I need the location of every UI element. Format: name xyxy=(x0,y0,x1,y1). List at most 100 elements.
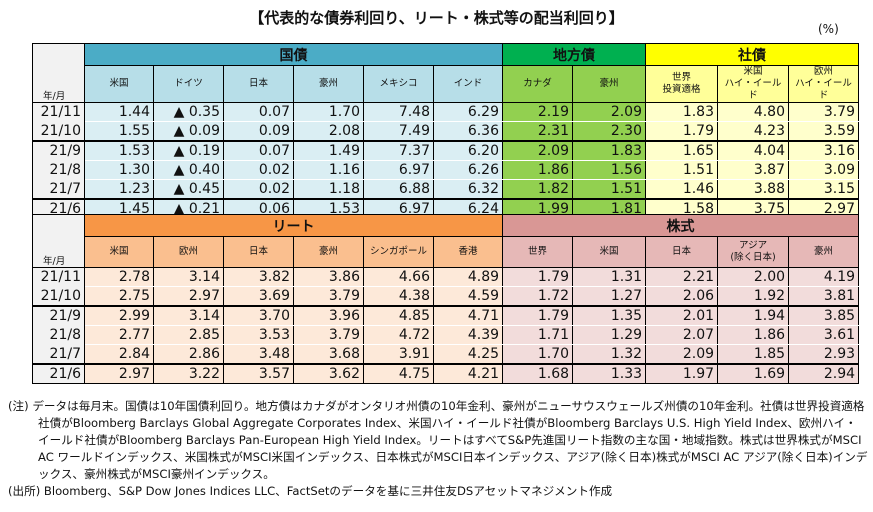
yield-cell: 3.96 xyxy=(293,305,364,326)
row-label-header-blank xyxy=(32,214,85,237)
yield-cell: 0.07 xyxy=(223,102,294,122)
yield-cell: 3.79 xyxy=(293,286,364,307)
column-header: 世界 投資適格 xyxy=(645,65,718,103)
yield-cell: 2.85 xyxy=(153,325,224,345)
yield-cell: 3.91 xyxy=(363,344,434,365)
yield-cell: 1.86 xyxy=(502,160,573,180)
table-row: 21/8 1.30 ▲ 0.40 0.02 1.16 6.97 6.26 1.86 1.56 1.… xyxy=(32,160,859,180)
yield-cell: 2.97 xyxy=(84,363,154,384)
yield-cell: 3.22 xyxy=(153,363,224,384)
yield-cell: 4.25 xyxy=(432,344,504,365)
yield-cell: 3.82 xyxy=(223,267,294,287)
yield-cell: 6.97 xyxy=(363,198,434,219)
yield-cell: 2.21 xyxy=(645,267,719,287)
yield-cell: 1.27 xyxy=(572,286,647,307)
yield-cell: ▲ 0.19 xyxy=(153,140,224,161)
yield-cell: 4.19 xyxy=(788,267,860,287)
yield-cell: 1.94 xyxy=(717,305,790,326)
yield-cell: ▲ 0.45 xyxy=(153,179,224,200)
yield-cell: 4.80 xyxy=(717,102,789,122)
yield-cell: 1.86 xyxy=(717,325,790,345)
column-header: 豪州 xyxy=(293,65,364,103)
yield-cell: 1.30 xyxy=(84,160,154,180)
yield-cell: 2.07 xyxy=(645,325,719,345)
yield-cell: 3.68 xyxy=(293,344,364,365)
yield-cell: 2.77 xyxy=(84,325,154,345)
yield-cell: 3.59 xyxy=(788,121,859,142)
yield-cell: 3.09 xyxy=(788,160,859,180)
yield-cell: 1.68 xyxy=(502,363,574,384)
yield-cell: 6.20 xyxy=(433,140,503,161)
yield-cell: ▲ 0.09 xyxy=(153,121,224,142)
yield-cell: 1.45 xyxy=(84,198,154,219)
yield-cell: 3.69 xyxy=(223,286,294,307)
table-row: 21/11 1.44 ▲ 0.35 0.07 1.70 7.48 6.29 2.19 2.09 1… xyxy=(32,102,859,122)
group-header-govt: 国債 xyxy=(84,43,503,66)
yield-cell: 4.59 xyxy=(432,286,504,307)
table-row: 21/6 1.45 ▲ 0.21 0.06 1.53 6.97 6.24 1.99 1.81 1.… xyxy=(32,198,859,219)
yield-cell: 1.32 xyxy=(572,344,647,365)
yield-cell: 1.70 xyxy=(293,102,364,122)
yield-cell: 7.37 xyxy=(363,140,434,161)
yield-cell: 2.84 xyxy=(84,344,154,365)
yield-cell: 3.87 xyxy=(717,160,789,180)
yield-cell: 1.79 xyxy=(502,305,574,326)
column-header: 豪州 xyxy=(293,236,364,268)
yield-cell: 3.79 xyxy=(293,325,364,345)
yield-cell: 2.09 xyxy=(502,140,573,161)
footnotes: (注) データは毎月末。国債は10年国債利回り。地方債はカナダがオンタリオ州債の… xyxy=(8,398,868,500)
yield-cell: 6.97 xyxy=(363,160,434,180)
yield-cell: 2.94 xyxy=(788,363,860,384)
column-header: ドイツ xyxy=(153,65,224,103)
yield-cell: 4.23 xyxy=(717,121,789,142)
yield-cell: 3.14 xyxy=(153,267,224,287)
yield-cell: 0.07 xyxy=(223,140,294,161)
table-row: 21/11 2.78 3.14 3.82 3.86 4.66 4.89 1.79 1.31 2.2… xyxy=(32,267,860,287)
row-date: 21/6 xyxy=(32,363,85,384)
yield-cell: 1.72 xyxy=(502,286,574,307)
yield-cell: 1.31 xyxy=(572,267,647,287)
yield-cell: 3.53 xyxy=(223,325,294,345)
yield-cell: 2.30 xyxy=(572,121,646,142)
yield-cell: 0.02 xyxy=(223,160,294,180)
table-row: 21/10 2.75 2.97 3.69 3.79 4.38 4.59 1.72 1.27 2.0… xyxy=(32,286,860,307)
bond-yield-table: 国債 地方債 社債 年/月 米国 ドイツ 日本 豪州 メキシコ インド カナダ 豪州 世界 投資適格 米国… xyxy=(32,43,859,219)
table-row: 21/10 1.55 ▲ 0.09 0.09 2.08 7.49 6.36 2.31 2.30 1… xyxy=(32,121,859,142)
yield-cell: 6.24 xyxy=(433,198,503,219)
yield-cell: 2.31 xyxy=(502,121,573,142)
yield-cell: 1.85 xyxy=(717,344,790,365)
column-header: 米国 xyxy=(572,236,647,268)
yield-cell: 1.23 xyxy=(84,179,154,200)
yield-cell: 1.83 xyxy=(645,102,718,122)
yield-cell: 4.72 xyxy=(363,325,434,345)
yield-cell: 2.75 xyxy=(84,286,154,307)
row-date: 21/7 xyxy=(32,344,85,364)
yield-cell: 4.66 xyxy=(363,267,434,287)
yield-cell: 6.88 xyxy=(363,179,434,200)
yield-cell: 3.14 xyxy=(153,305,224,326)
yield-cell: 3.15 xyxy=(788,179,859,200)
yield-cell: 2.97 xyxy=(153,286,224,307)
yield-cell: 3.62 xyxy=(293,363,364,384)
yield-cell: 1.53 xyxy=(84,140,154,161)
yield-cell: 2.09 xyxy=(645,344,719,365)
yield-cell: 1.51 xyxy=(572,179,646,200)
yield-cell: 1.92 xyxy=(717,286,790,307)
row-date: 21/9 xyxy=(32,140,85,161)
column-header: 米国 ハイ・イールド xyxy=(717,65,789,103)
column-header: 欧州 ハイ・イールド xyxy=(788,65,859,103)
yield-cell: 1.16 xyxy=(293,160,364,180)
row-date: 21/10 xyxy=(32,121,85,141)
yield-cell: 4.85 xyxy=(363,305,434,326)
yield-cell: 2.78 xyxy=(84,267,154,287)
yield-cell: 2.09 xyxy=(572,102,646,122)
yield-cell: 2.93 xyxy=(788,344,860,365)
group-header-eq: 株式 xyxy=(502,214,860,237)
row-label-header: 年/月 xyxy=(32,236,85,268)
yield-cell: 7.48 xyxy=(363,102,434,122)
unit-label: (%) xyxy=(818,22,839,36)
row-date: 21/7 xyxy=(32,179,85,199)
yield-cell: 1.56 xyxy=(572,160,646,180)
yield-cell: ▲ 0.21 xyxy=(153,198,224,219)
yield-cell: 4.39 xyxy=(432,325,504,345)
